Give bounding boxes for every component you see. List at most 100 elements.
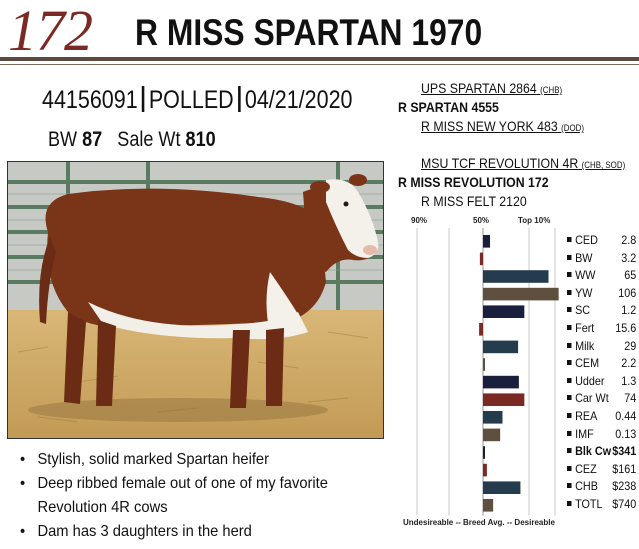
epd-value: 2.8 bbox=[621, 233, 637, 247]
epd-bar-bw bbox=[479, 252, 483, 266]
epd-label: Blk Cw bbox=[575, 444, 612, 459]
bullet-square-icon bbox=[567, 377, 572, 383]
bullet-square-icon bbox=[567, 237, 572, 242]
epd-bar-blk-cw bbox=[483, 446, 485, 459]
epd-bar-sc bbox=[483, 305, 525, 318]
bw-label: BW bbox=[48, 128, 78, 151]
epd-label: YW bbox=[575, 285, 593, 300]
epd-bar-cem bbox=[483, 358, 485, 371]
pedigree-dam-sire: MSU TCF REVOLUTION 4R (CHB, SOD) bbox=[421, 155, 626, 171]
epd-bar-totl bbox=[483, 499, 494, 512]
epd-value: 74 bbox=[624, 391, 637, 406]
bullet-square-icon bbox=[567, 307, 572, 313]
epd-row: CEM 2.2 bbox=[567, 356, 636, 370]
bullet-square-icon bbox=[567, 289, 572, 295]
bullet-square-icon bbox=[567, 360, 572, 366]
epd-row: TOTL $740 bbox=[567, 497, 636, 511]
epd-value: $740 bbox=[612, 497, 637, 511]
epd-value: 15.6 bbox=[615, 321, 637, 335]
epd-row: Milk 29 bbox=[567, 339, 636, 353]
bullet-square-icon bbox=[567, 342, 572, 348]
bullet-square-icon bbox=[567, 483, 572, 489]
epd-label: CEM bbox=[575, 356, 600, 371]
epd-value: $341 bbox=[612, 444, 637, 459]
heifer-photo bbox=[7, 161, 384, 439]
epd-row: CHB $238 bbox=[567, 479, 636, 493]
sale-weight-value: 810 bbox=[185, 128, 216, 151]
animal-name: R MISS SPARTAN 1970 bbox=[135, 12, 483, 53]
epd-row: Fert 15.6 bbox=[567, 321, 636, 335]
epd-value: 1.3 bbox=[621, 373, 637, 388]
bullet-square-icon bbox=[567, 272, 572, 278]
sale-weight-label: Sale Wt bbox=[117, 128, 181, 151]
epd-value: 0.13 bbox=[615, 426, 637, 441]
pedigree-dam-dam: R MISS FELT 2120 bbox=[421, 193, 527, 209]
epd-value: 106 bbox=[618, 285, 637, 300]
epd-bar-ced bbox=[483, 235, 491, 248]
epd-row: BW 3.2 bbox=[567, 251, 636, 265]
epd-value: 3.2 bbox=[621, 250, 637, 265]
highlights-list: Stylish, solid marked Spartan heifer Dee… bbox=[20, 448, 360, 544]
pedigree-sire: R SPARTAN 4555 bbox=[398, 99, 499, 115]
epd-row: YW 106 bbox=[567, 286, 636, 300]
list-item: Dam has 3 daughters in the herd bbox=[20, 520, 360, 544]
bullet-square-icon bbox=[567, 501, 572, 506]
chart-footer: Undesireable -- Breed Avg. -- Desireable bbox=[403, 518, 555, 527]
epd-value: $161 bbox=[612, 461, 637, 476]
epd-label: Milk bbox=[575, 338, 595, 353]
epd-bar-udder bbox=[483, 375, 519, 389]
epd-label: TOTL bbox=[575, 497, 603, 511]
header-label-top10: Top 10% bbox=[518, 216, 551, 225]
epd-bar-milk bbox=[483, 340, 519, 354]
separator bbox=[141, 86, 145, 112]
epd-value: $238 bbox=[612, 479, 637, 494]
list-item: Stylish, solid marked Spartan heifer bbox=[20, 448, 360, 472]
pedigree-sire-sire: UPS SPARTAN 2864 (CHB) bbox=[421, 80, 563, 96]
bullet-square-icon bbox=[567, 448, 572, 454]
epd-value: 65 bbox=[624, 268, 637, 283]
epd-bar-yw bbox=[483, 287, 559, 301]
registration-line: 44156091 POLLED 04/21/2020 bbox=[42, 86, 352, 115]
epd-row: CED 2.8 bbox=[567, 233, 636, 247]
bw-value: 87 bbox=[82, 128, 103, 151]
epd-bar-chb bbox=[483, 481, 521, 494]
pedigree-suffix: (CHB) bbox=[540, 85, 563, 95]
birth-date: 04/21/2020 bbox=[244, 86, 353, 114]
separator bbox=[237, 86, 241, 112]
header-label-50: 50% bbox=[473, 216, 490, 225]
epd-row: Car Wt 74 bbox=[567, 391, 636, 405]
epd-label: Fert bbox=[575, 321, 595, 335]
epd-bars bbox=[416, 228, 559, 516]
epd-label: Udder bbox=[575, 373, 605, 388]
bullet-square-icon bbox=[567, 254, 572, 260]
epd-label: WW bbox=[575, 268, 596, 283]
epd-label: CED bbox=[575, 233, 598, 247]
epd-row: Blk Cw$341 bbox=[567, 444, 636, 458]
epd-label: CEZ bbox=[575, 461, 597, 476]
bullet-square-icon bbox=[567, 430, 572, 436]
epd-value: 1.2 bbox=[621, 303, 637, 318]
epd-value: 2.2 bbox=[621, 356, 637, 371]
weights-line: BW 87 Sale Wt 810 bbox=[48, 128, 216, 152]
bullet-square-icon bbox=[567, 325, 572, 330]
epd-bar-imf bbox=[483, 428, 501, 442]
epd-row: Udder 1.3 bbox=[567, 374, 636, 388]
bullet-square-icon bbox=[567, 395, 572, 401]
epd-label: BW bbox=[575, 250, 593, 265]
epd-value: 29 bbox=[624, 338, 637, 353]
pedigree-sire-dam: R MISS NEW YORK 483 (DOD) bbox=[421, 118, 585, 134]
epd-label: IMF bbox=[575, 426, 594, 441]
epd-chart: 90% 50% Top 10% CED 2.8 BW 3.2 WW 65 YW 106 SC 1.… bbox=[399, 216, 639, 549]
epd-bar-rea bbox=[483, 411, 503, 424]
epd-value: 0.44 bbox=[615, 409, 637, 423]
epd-row: CEZ $161 bbox=[567, 462, 636, 476]
epd-row: IMF 0.13 bbox=[567, 427, 636, 441]
epd-bar-ww bbox=[483, 270, 549, 283]
epd-label: Car Wt bbox=[575, 391, 609, 406]
registration-number: 44156091 bbox=[42, 86, 138, 114]
polled-status: POLLED bbox=[148, 86, 234, 114]
epd-row: REA 0.44 bbox=[567, 409, 636, 423]
header-label-90: 90% bbox=[411, 216, 428, 225]
list-item: Deep ribbed female out of one of my favo… bbox=[20, 472, 360, 520]
epd-row: SC 1.2 bbox=[567, 303, 636, 317]
